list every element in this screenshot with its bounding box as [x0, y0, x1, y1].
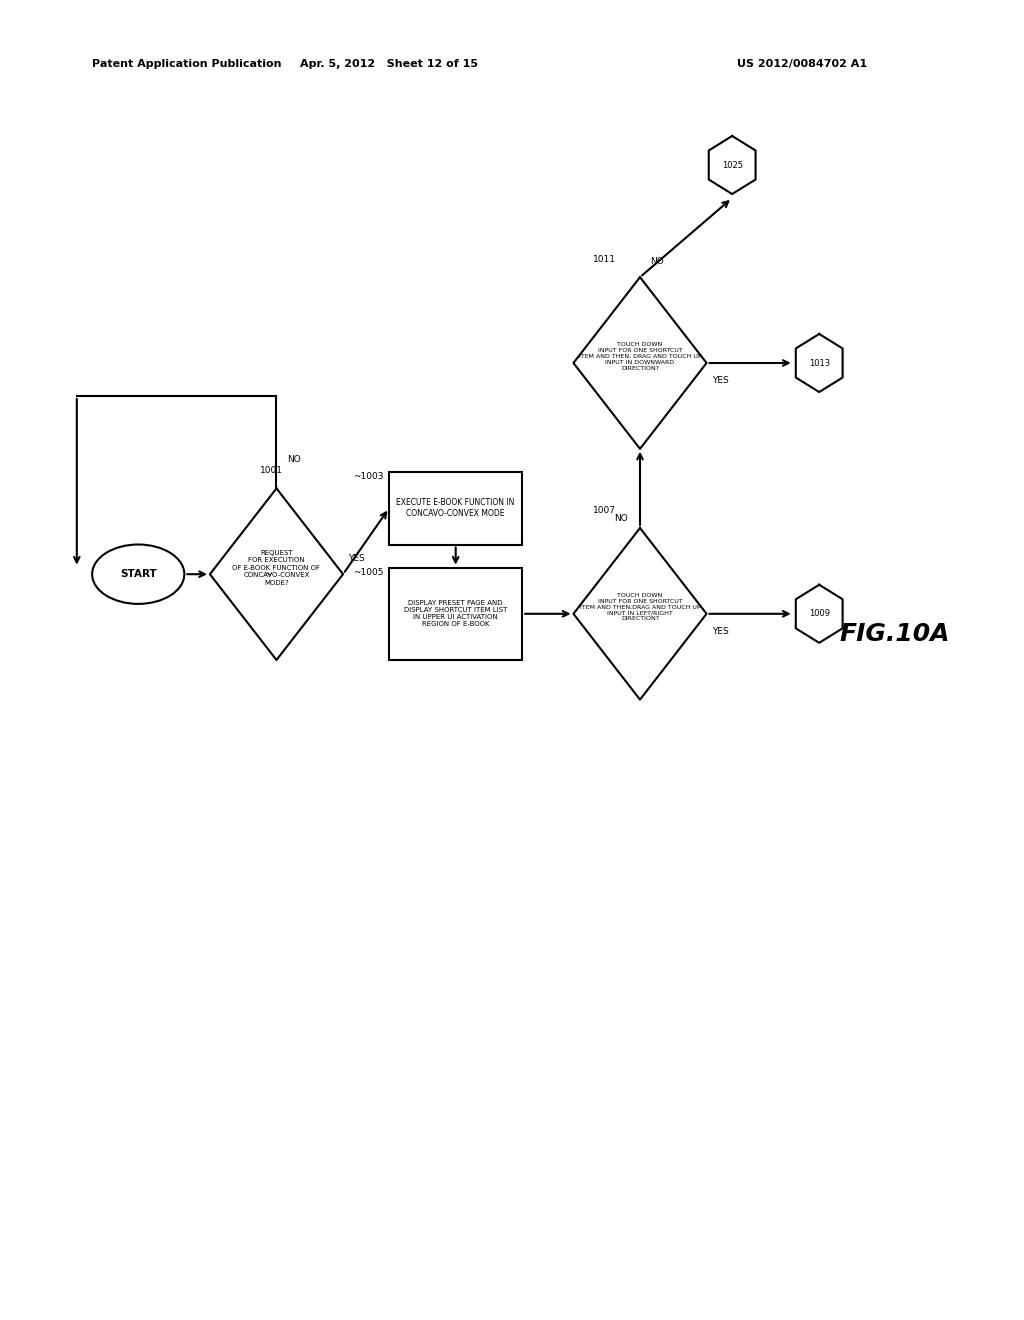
- Text: NO: NO: [614, 515, 628, 524]
- Text: 1025: 1025: [722, 161, 742, 169]
- Text: TOUCH DOWN
INPUT FOR ONE SHORTCUT
ITEM AND THEN,DRAG AND TOUCH UP
INPUT IN LEFT/: TOUCH DOWN INPUT FOR ONE SHORTCUT ITEM A…: [580, 593, 700, 622]
- Text: US 2012/0084702 A1: US 2012/0084702 A1: [737, 59, 867, 70]
- Text: Apr. 5, 2012   Sheet 12 of 15: Apr. 5, 2012 Sheet 12 of 15: [300, 59, 478, 70]
- Text: START: START: [120, 569, 157, 579]
- Text: ~1005: ~1005: [353, 568, 384, 577]
- Text: NO: NO: [650, 257, 664, 267]
- Text: YES: YES: [712, 376, 728, 385]
- Text: ~1003: ~1003: [353, 473, 384, 480]
- Text: NO: NO: [287, 455, 300, 465]
- Text: TOUCH DOWN
INPUT FOR ONE SHORTCUT
ITEM AND THEN, DRAG AND TOUCH UP
INPUT IN DOWN: TOUCH DOWN INPUT FOR ONE SHORTCUT ITEM A…: [579, 342, 701, 371]
- Text: 1011: 1011: [593, 255, 615, 264]
- Text: YES: YES: [712, 627, 728, 636]
- Text: EXECUTE E-BOOK FUNCTION IN
CONCAVO-CONVEX MODE: EXECUTE E-BOOK FUNCTION IN CONCAVO-CONVE…: [396, 498, 515, 519]
- Text: 1001: 1001: [260, 466, 283, 475]
- Text: DISPLAY PRESET PAGE AND
DISPLAY SHORTCUT ITEM LIST
IN UPPER UI ACTIVATION
REGION: DISPLAY PRESET PAGE AND DISPLAY SHORTCUT…: [404, 601, 507, 627]
- Text: YES: YES: [348, 554, 365, 564]
- Text: FIG.10A: FIG.10A: [840, 622, 950, 645]
- Text: Patent Application Publication: Patent Application Publication: [92, 59, 282, 70]
- Text: 1013: 1013: [809, 359, 829, 367]
- Text: 1009: 1009: [809, 610, 829, 618]
- Text: REQUEST
FOR EXECUTION
OF E-BOOK FUNCTION OF
CONCAVO-CONVEX
MODE?: REQUEST FOR EXECUTION OF E-BOOK FUNCTION…: [232, 549, 321, 586]
- Text: ~: ~: [264, 570, 271, 578]
- Text: 1007: 1007: [593, 506, 615, 515]
